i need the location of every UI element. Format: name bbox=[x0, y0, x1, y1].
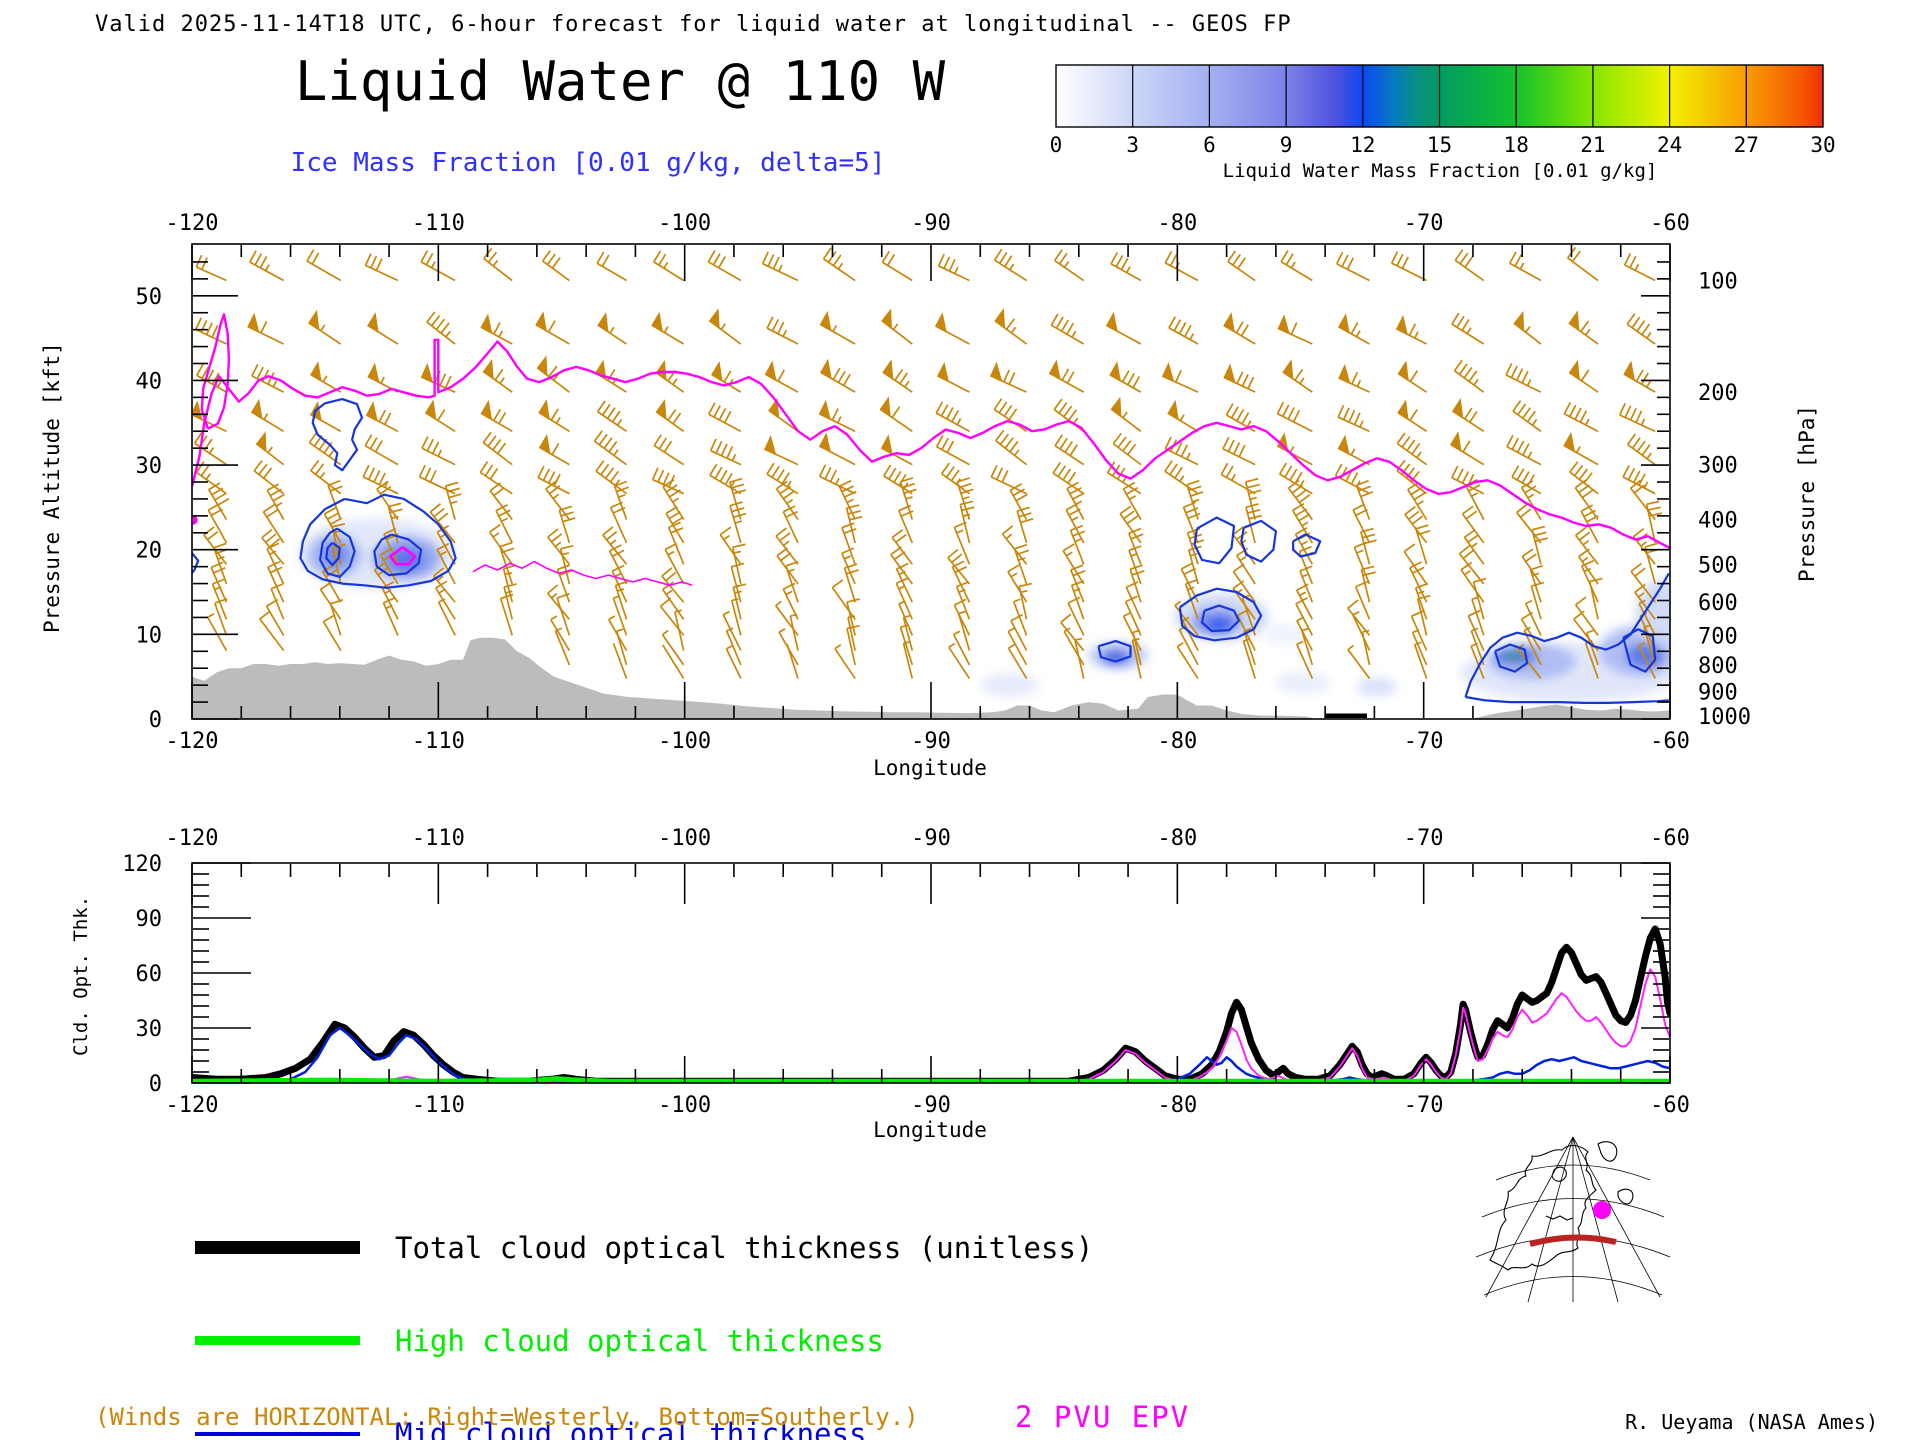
svg-text:1000: 1000 bbox=[1698, 705, 1751, 730]
svg-text:-60: -60 bbox=[1650, 1093, 1690, 1118]
pvu-epv-label: 2 PVU EPV bbox=[1015, 1400, 1191, 1434]
svg-text:-70: -70 bbox=[1404, 826, 1444, 851]
legend-label-high: High cloud optical thickness bbox=[395, 1323, 884, 1358]
svg-text:10: 10 bbox=[136, 623, 163, 648]
svg-text:120: 120 bbox=[122, 852, 162, 877]
svg-text:40: 40 bbox=[136, 369, 163, 394]
svg-text:18: 18 bbox=[1504, 133, 1529, 157]
svg-text:0: 0 bbox=[149, 1072, 162, 1097]
svg-text:-60: -60 bbox=[1650, 211, 1690, 236]
svg-text:15: 15 bbox=[1427, 133, 1452, 157]
svg-text:0: 0 bbox=[149, 708, 162, 733]
svg-text:90: 90 bbox=[136, 907, 163, 932]
svg-text:-120: -120 bbox=[166, 1093, 219, 1118]
svg-text:-70: -70 bbox=[1404, 729, 1444, 754]
svg-text:-120: -120 bbox=[166, 826, 219, 851]
y-axis-label-pressure-altitude: Pressure Altitude [kft] bbox=[40, 342, 64, 634]
svg-text:-80: -80 bbox=[1157, 826, 1197, 851]
map-coastlines bbox=[1489, 1141, 1634, 1271]
legend-item-total: Total cloud optical thickness (unitless) bbox=[195, 1220, 1093, 1275]
svg-text:-90: -90 bbox=[911, 729, 951, 754]
svg-text:-90: -90 bbox=[911, 826, 951, 851]
credits: R. Ueyama (NASA Ames) L. Lait (NASA Ames… bbox=[1553, 1332, 1878, 1440]
legend-label-mid: Mid cloud optical thickness bbox=[395, 1416, 867, 1440]
svg-text:900: 900 bbox=[1698, 681, 1738, 706]
legend-swatch-mid bbox=[195, 1431, 360, 1436]
svg-text:24: 24 bbox=[1657, 133, 1682, 157]
x-axis-label-longitude-lower: Longitude bbox=[873, 1118, 987, 1142]
legend-swatch-high bbox=[195, 1336, 360, 1345]
svg-text:-60: -60 bbox=[1650, 729, 1690, 754]
svg-text:200: 200 bbox=[1698, 381, 1738, 406]
page-title: Liquid Water @ 110 W bbox=[294, 50, 946, 113]
legend: Total cloud optical thickness (unitless)… bbox=[195, 1182, 1093, 1440]
svg-text:3: 3 bbox=[1126, 133, 1139, 157]
x-axis-label-longitude-main: Longitude bbox=[873, 756, 987, 780]
svg-text:-110: -110 bbox=[412, 211, 465, 236]
map-location-dot bbox=[1593, 1201, 1611, 1219]
svg-text:800: 800 bbox=[1698, 654, 1738, 679]
map-cross-section-track bbox=[1529, 1234, 1617, 1247]
svg-text:-100: -100 bbox=[658, 211, 711, 236]
colorbar-caption: Liquid Water Mass Fraction [0.01 g/kg] bbox=[1222, 160, 1658, 182]
svg-text:-120: -120 bbox=[166, 211, 219, 236]
svg-text:-110: -110 bbox=[412, 729, 465, 754]
svg-text:-70: -70 bbox=[1404, 211, 1444, 236]
svg-text:21: 21 bbox=[1580, 133, 1605, 157]
svg-text:27: 27 bbox=[1734, 133, 1759, 157]
svg-text:-80: -80 bbox=[1157, 729, 1197, 754]
inset-map bbox=[1475, 1136, 1671, 1303]
svg-text:500: 500 bbox=[1698, 553, 1738, 578]
svg-text:20: 20 bbox=[136, 539, 163, 564]
svg-text:-110: -110 bbox=[412, 1093, 465, 1118]
credit-line-1: R. Ueyama (NASA Ames) bbox=[1625, 1410, 1878, 1434]
svg-text:30: 30 bbox=[136, 454, 163, 479]
svg-text:30: 30 bbox=[1810, 133, 1835, 157]
y-axis-label-pressure: Pressure [hPa] bbox=[1795, 404, 1819, 582]
svg-text:-100: -100 bbox=[658, 729, 711, 754]
svg-text:-90: -90 bbox=[911, 1093, 951, 1118]
legend-label-total: Total cloud optical thickness (unitless) bbox=[395, 1230, 1094, 1265]
svg-text:-80: -80 bbox=[1157, 211, 1197, 236]
svg-text:30: 30 bbox=[136, 1017, 163, 1042]
svg-text:700: 700 bbox=[1698, 624, 1738, 649]
legend-item-high: High cloud optical thickness bbox=[195, 1313, 1093, 1368]
winds-note: (Winds are HORIZONTAL: Right=Westerly, B… bbox=[95, 1403, 919, 1431]
svg-text:-100: -100 bbox=[658, 826, 711, 851]
legend-item-mid: Mid cloud optical thickness bbox=[195, 1406, 1093, 1440]
svg-text:12: 12 bbox=[1350, 133, 1375, 157]
svg-text:60: 60 bbox=[136, 962, 163, 987]
validity-header: Valid 2025-11-14T18 UTC, 6-hour forecast… bbox=[95, 12, 1292, 37]
legend-swatch-total bbox=[195, 1241, 360, 1254]
svg-text:400: 400 bbox=[1698, 509, 1738, 534]
svg-text:-70: -70 bbox=[1404, 1093, 1444, 1118]
svg-text:600: 600 bbox=[1698, 591, 1738, 616]
svg-text:0: 0 bbox=[1050, 133, 1063, 157]
svg-text:300: 300 bbox=[1698, 454, 1738, 479]
svg-text:-90: -90 bbox=[911, 211, 951, 236]
svg-text:100: 100 bbox=[1698, 270, 1738, 295]
svg-text:50: 50 bbox=[136, 285, 163, 310]
svg-text:9: 9 bbox=[1280, 133, 1293, 157]
svg-text:-110: -110 bbox=[412, 826, 465, 851]
svg-text:-100: -100 bbox=[658, 1093, 711, 1118]
ice-mass-fraction-subtitle: Ice Mass Fraction [0.01 g/kg, delta=5] bbox=[290, 148, 886, 178]
svg-text:6: 6 bbox=[1203, 133, 1216, 157]
svg-text:-60: -60 bbox=[1650, 826, 1690, 851]
y-axis-label-cloud-optical-thickness: Cld. Opt. Thk. bbox=[70, 895, 92, 1056]
svg-text:-80: -80 bbox=[1157, 1093, 1197, 1118]
svg-text:-120: -120 bbox=[166, 729, 219, 754]
